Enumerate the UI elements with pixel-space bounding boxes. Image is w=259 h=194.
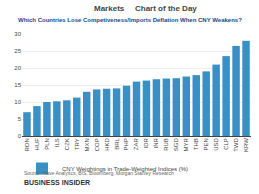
- svg-text:PHP: PHP: [123, 138, 129, 150]
- svg-text:BUSINESS INSIDER: BUSINESS INSIDER: [24, 179, 90, 186]
- svg-text:Chart of the Day: Chart of the Day: [135, 4, 197, 13]
- svg-text:HUF: HUF: [34, 138, 40, 151]
- svg-text:PEN: PEN: [203, 138, 209, 150]
- svg-text:10: 10: [14, 99, 21, 105]
- svg-text:THB: THB: [193, 138, 199, 150]
- svg-text:CZK: CZK: [64, 138, 70, 150]
- svg-text:CNY Weightings in Trade-Weight: CNY Weightings in Trade-Weighted Indices…: [62, 166, 188, 172]
- svg-text:Which Countries Lose Competive: Which Countries Lose Competiveness/Impor…: [18, 17, 242, 23]
- svg-text:Source: Have Analytics, BIS, B: Source: Have Analytics, BIS, Bloomberg, …: [24, 170, 174, 176]
- svg-text:BRL: BRL: [114, 138, 120, 150]
- svg-text:MYR: MYR: [183, 138, 189, 152]
- svg-text:INR: INR: [153, 138, 159, 149]
- svg-text:PLN: PLN: [44, 138, 50, 150]
- svg-text:15: 15: [14, 82, 21, 88]
- svg-text:Markets: Markets: [94, 4, 125, 13]
- svg-text:SGD: SGD: [173, 138, 179, 152]
- svg-text:TWD: TWD: [233, 138, 239, 152]
- svg-text:30: 30: [14, 31, 21, 37]
- svg-text:5: 5: [18, 116, 22, 122]
- svg-text:CLP: CLP: [223, 138, 229, 150]
- svg-text:20: 20: [14, 65, 21, 71]
- svg-text:0: 0: [18, 133, 22, 139]
- svg-text:25: 25: [14, 48, 21, 54]
- svg-text:MXN: MXN: [84, 138, 90, 151]
- svg-text:ILS: ILS: [54, 138, 60, 147]
- svg-text:ZAR: ZAR: [133, 138, 139, 151]
- svg-text:HKD: HKD: [104, 138, 110, 151]
- svg-text:RON: RON: [24, 138, 30, 151]
- svg-text:COP: COP: [94, 138, 100, 151]
- svg-text:USD: USD: [213, 138, 219, 151]
- svg-text:KRW: KRW: [243, 138, 249, 152]
- svg-text:RUB: RUB: [163, 138, 169, 151]
- svg-text:IDR: IDR: [143, 138, 149, 149]
- svg-text:TRY: TRY: [74, 138, 80, 150]
